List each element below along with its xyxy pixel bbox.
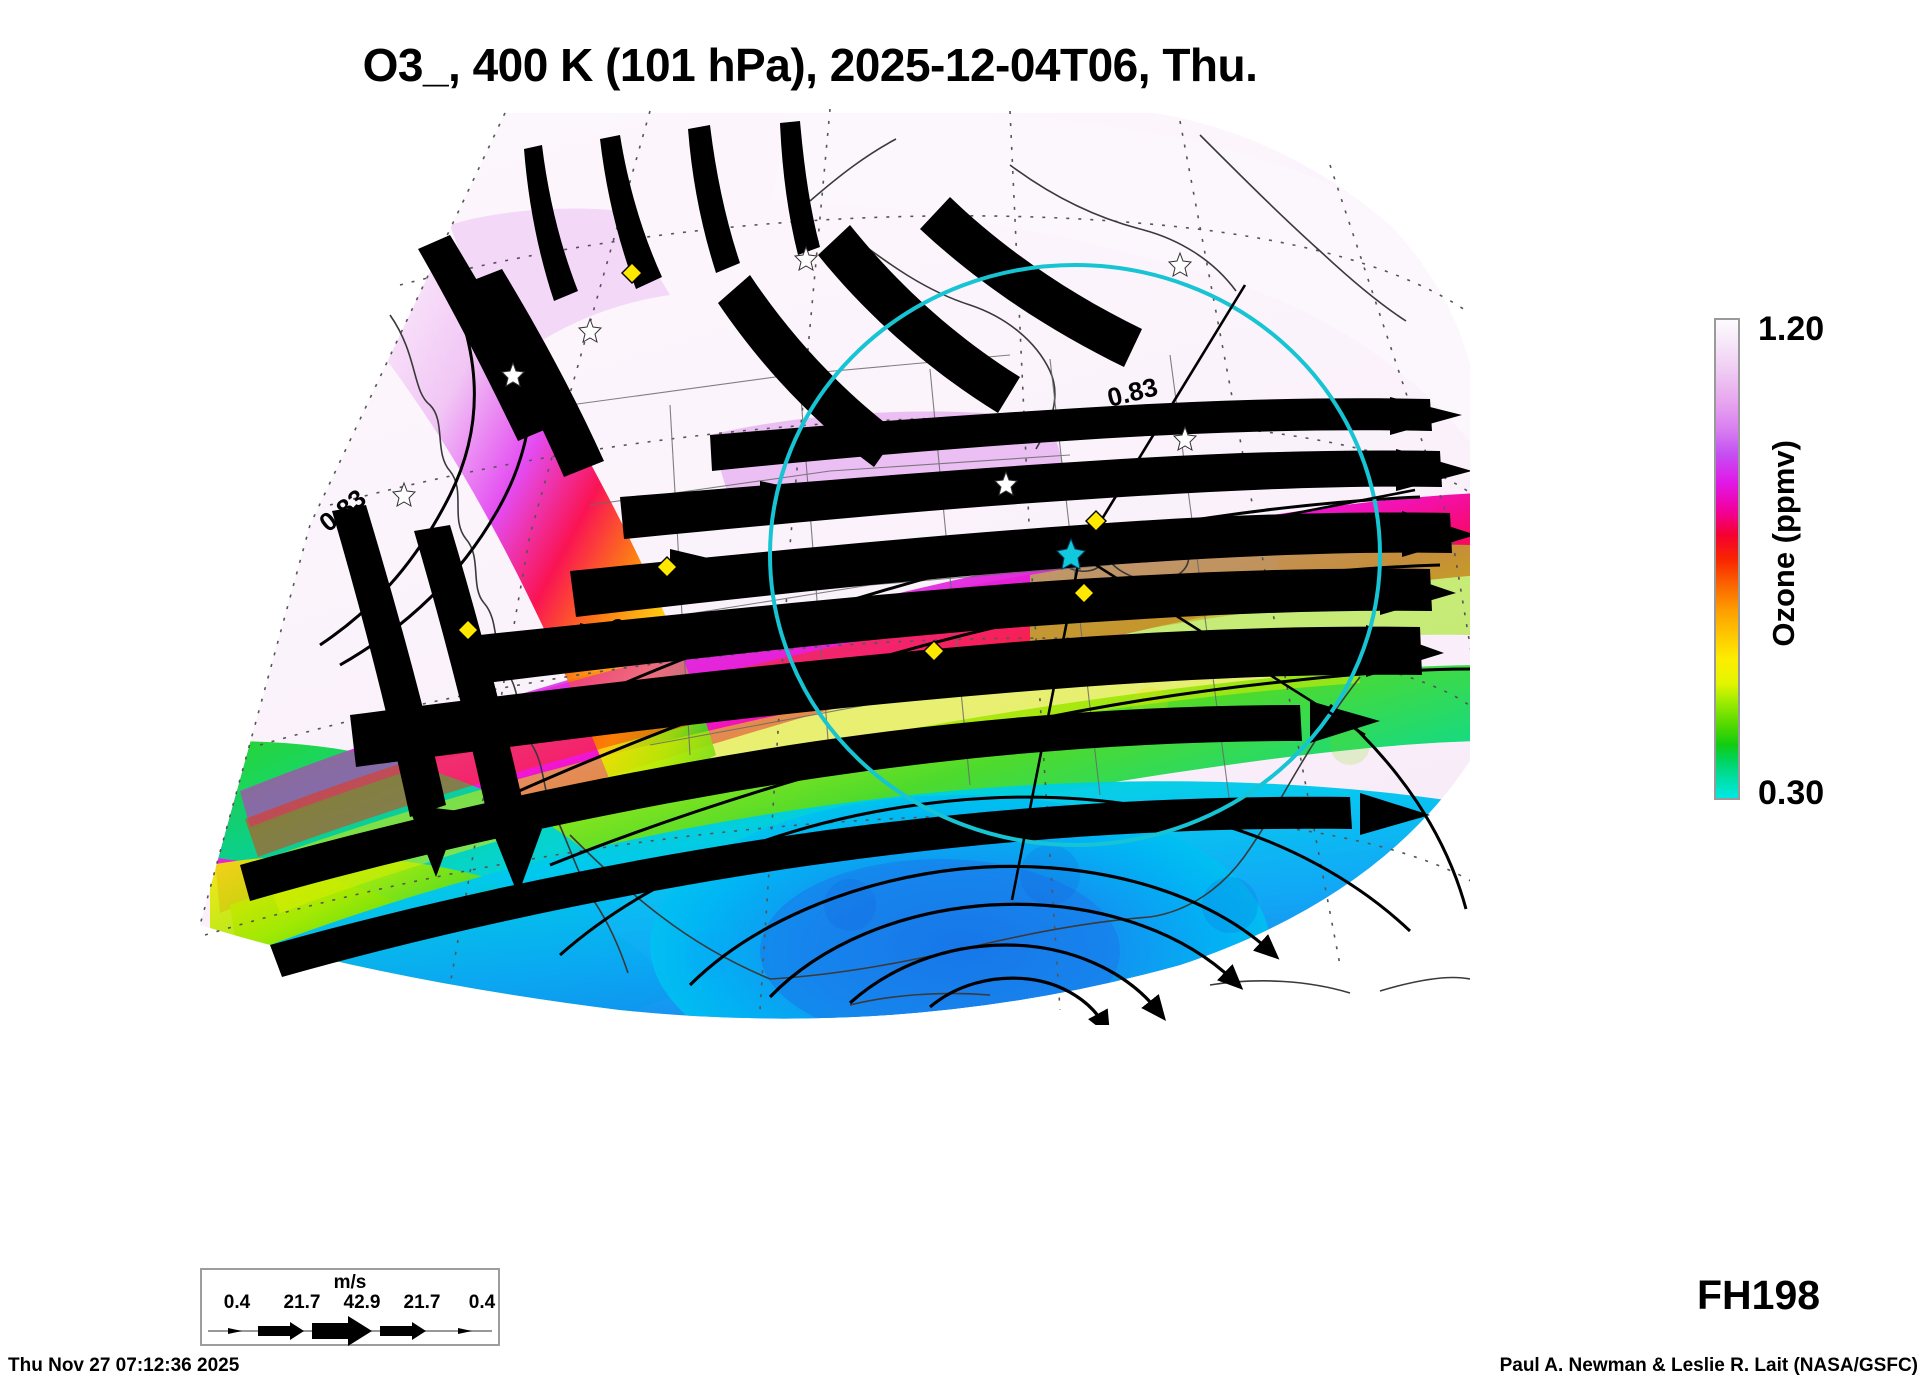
wind-tick-label: 42.9 — [343, 1292, 381, 1313]
wind-arrow-medium — [380, 1322, 426, 1340]
wind-tick-label: 0.4 — [223, 1292, 251, 1313]
streamline-south — [240, 705, 1302, 901]
streamline-arrow — [688, 125, 740, 273]
streamline-jet — [818, 225, 1020, 413]
streamline-jet-main — [480, 568, 1432, 683]
wind-speed-legend: m/s 0.4 21.7 42.9 21.7 0.4 — [200, 1268, 500, 1346]
streamline-arrow — [524, 145, 578, 301]
wind-tick-label: 21.7 — [403, 1292, 441, 1313]
map-plot-area[interactable]: 0.83 0.83 0.83 0.83 0.83 0.83 — [150, 105, 1470, 1025]
streamline-arrowhead — [1366, 625, 1444, 677]
streamline-jet-main — [350, 626, 1422, 767]
wind-tick-label: 0.4 — [468, 1292, 496, 1313]
streamline-arrowhead — [408, 805, 460, 877]
streamline-arrowhead — [1390, 397, 1462, 435]
streamline-arrowhead — [490, 825, 542, 895]
wind-streamlines-layer — [240, 121, 1470, 977]
map-svg[interactable]: 0.83 0.83 0.83 0.83 0.83 0.83 — [150, 105, 1470, 1025]
colorbar-axis-title: Ozone (ppmv) — [1766, 440, 1801, 647]
streamline-arrowhead — [1402, 511, 1470, 557]
wind-arrow-small — [228, 1328, 242, 1334]
colorbar: 1.20 0.30 Ozone (ppmv) — [1700, 310, 1926, 812]
wind-tick-label: 21.7 — [283, 1292, 321, 1313]
render-timestamp: Thu Nov 27 07:12:36 2025 — [8, 1355, 240, 1376]
streamline-jet — [418, 235, 556, 441]
streamline-arrowhead — [670, 549, 746, 589]
streamline-arrow — [780, 121, 820, 255]
cyan-target-marker[interactable] — [1055, 537, 1087, 570]
streamline-arrowhead — [1380, 567, 1456, 615]
white-star-marker — [391, 245, 1198, 508]
cyan-circle-overlay[interactable] — [768, 263, 1382, 847]
streamline-arrow — [600, 135, 662, 289]
streamline-jet-main — [570, 512, 1452, 617]
colorbar-gradient — [1714, 318, 1740, 800]
streamline-jet-main — [620, 450, 1442, 539]
wind-arrow-small — [458, 1328, 472, 1334]
colorbar-max-label: 1.20 — [1758, 310, 1825, 348]
ozone-mid-band — [230, 665, 1470, 1005]
streamline-arrowhead — [1360, 793, 1430, 835]
streamline-west — [332, 505, 446, 817]
forecast-hour-label: FH198 — [1697, 1272, 1821, 1318]
yellow-diamond-marker — [457, 262, 1107, 662]
streamline-west — [414, 525, 528, 837]
streamline-jet — [920, 197, 1142, 367]
marker-layer[interactable] — [391, 245, 1198, 662]
contour-label-group: 0.83 0.83 0.83 0.83 0.83 0.83 — [313, 371, 1295, 732]
streamline-south — [270, 796, 1352, 977]
streamline-jet-main — [710, 398, 1432, 471]
colorbar-min-label: 0.30 — [1758, 774, 1825, 812]
streamline-arrowhead — [580, 623, 658, 665]
wind-arrow-medium — [258, 1322, 304, 1340]
ozone-yellow-ribbon — [260, 635, 1360, 913]
ozone-ne-pale — [770, 113, 1470, 455]
wind-legend-arrows — [208, 1316, 492, 1346]
cyclone-streamlines — [688, 864, 1280, 1025]
wind-arrow-large — [312, 1316, 372, 1346]
wind-legend-unit-label: m/s — [333, 1272, 367, 1293]
streamline-arrowhead — [850, 419, 922, 455]
streamline-jet — [718, 275, 898, 467]
page-title: O3_, 400 K (101 hPa), 2025-12-04T06, Thu… — [362, 39, 1258, 91]
streamline-jet — [466, 269, 604, 477]
streamline-arrowhead — [1396, 449, 1470, 491]
credit-line: Paul A. Newman & Leslie R. Lait (NASA/GS… — [1499, 1355, 1918, 1376]
